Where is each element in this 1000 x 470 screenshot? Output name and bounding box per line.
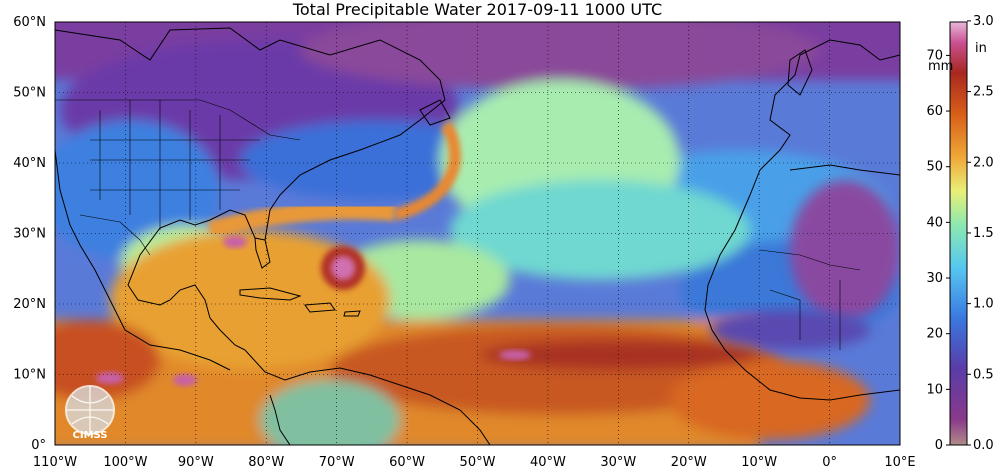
mm-tick-label: 0: [935, 438, 943, 453]
lat-lon-grid: [55, 22, 900, 445]
in-tick-label: 2.5: [973, 85, 994, 100]
mm-tick-label: 10: [926, 382, 943, 397]
lat-tick-label: 30°N: [13, 227, 46, 242]
mm-tick-label: 20: [926, 327, 943, 342]
longitude-labels: 110°W 100°W 90°W 80°W 70°W 60°W 50°W 40°W 30°W 20…: [33, 455, 916, 470]
logo-globe-lines: [66, 386, 114, 434]
lon-tick-label: 10°W: [741, 455, 777, 470]
very-moist-spot: [173, 374, 197, 386]
south-america-coast: [244, 349, 491, 445]
lon-tick-label: 40°W: [530, 455, 566, 470]
far-eastern-moist: [670, 360, 870, 440]
state-borders: [90, 100, 260, 230]
map-frame: [54, 21, 901, 446]
lon-tick-label: 30°W: [600, 455, 636, 470]
colorbar-mm-ticks: 0 10 20 30 40 50 60 70: [926, 48, 950, 453]
lon-tick-label: 10°E: [884, 455, 915, 470]
lon-tick-label: 0°: [822, 455, 837, 470]
lon-tick-label: 90°W: [178, 455, 214, 470]
south-america-west-coast: [269, 394, 291, 445]
lat-tick-label: 40°N: [13, 156, 46, 171]
logo-text: CIMSS: [73, 430, 108, 441]
subtropical-cyan: [450, 180, 750, 280]
lat-tick-label: 0°: [31, 438, 46, 453]
very-moist-spot: [223, 236, 247, 248]
south-america-mixed: [260, 380, 400, 445]
lon-tick-label: 110°W: [33, 455, 77, 470]
itcz-dark-band: [480, 340, 760, 370]
pacific-moist-area: [55, 320, 160, 400]
mm-tick-label: 60: [926, 104, 943, 119]
in-tick-label: 3.0: [973, 14, 994, 29]
colorbar-unit-in: in: [975, 41, 987, 56]
puerto-rico: [343, 310, 361, 317]
europe-coast: [759, 39, 900, 171]
lon-tick-label: 100°W: [103, 455, 147, 470]
lon-tick-label: 70°W: [319, 455, 355, 470]
in-tick-label: 0.5: [973, 367, 994, 382]
colorbar: 0 10 20 30 40 50 60 70 0.0 0.5 1.0 1.5 2.0 2.5 3.0 mm…: [926, 14, 993, 453]
lat-tick-label: 60°N: [13, 15, 46, 30]
mm-tick-label: 40: [926, 215, 943, 230]
lon-tick-label: 50°W: [460, 455, 496, 470]
in-tick-label: 1.5: [973, 226, 994, 241]
latitude-labels: 0° 10°N 20°N 30°N 40°N 50°N 60°N: [13, 15, 46, 453]
very-moist-spot: [96, 372, 124, 384]
north-america-west-coast: [55, 149, 231, 371]
lon-tick-label: 80°W: [248, 455, 284, 470]
sahara-dry-tongue: [790, 180, 900, 320]
political-borders: [55, 99, 861, 350]
cuba: [239, 287, 302, 301]
north-atlantic-dry-area: [300, 22, 820, 90]
hurricane-core-inner: [331, 256, 355, 280]
colorbar-unit-mm: mm: [928, 59, 953, 74]
west-africa-dry: [710, 310, 870, 350]
mm-tick-label: 50: [926, 160, 943, 175]
moist-plume: [393, 120, 462, 221]
mm-tick-label: 30: [926, 271, 943, 286]
southeast-us-moist-arc: [207, 201, 396, 239]
caribbean-moist-area: [110, 230, 390, 370]
us-mexico-border: [79, 214, 151, 256]
british-isles: [787, 49, 813, 96]
map-title: Total Precipitable Water 2017-09-11 1000…: [292, 0, 663, 19]
mediterranean-coast: [789, 164, 900, 176]
lon-tick-label: 60°W: [389, 455, 425, 470]
africa-coast: [704, 169, 900, 401]
in-tick-label: 2.0: [973, 155, 994, 170]
very-moist-spot: [499, 350, 531, 360]
coastlines: [55, 27, 900, 445]
us-canada-border: [55, 99, 301, 141]
lon-tick-label: 20°W: [671, 455, 707, 470]
cimss-logo: CIMSS: [65, 385, 115, 441]
mm-tick-label: 70: [926, 48, 943, 63]
newfoundland: [419, 99, 451, 126]
lat-tick-label: 20°N: [13, 297, 46, 312]
colorbar-in-ticks: 0.0 0.5 1.0 1.5 2.0 2.5 3.0: [967, 14, 994, 453]
in-tick-label: 0.0: [973, 438, 994, 453]
in-tick-label: 1.0: [973, 297, 994, 312]
lat-tick-label: 10°N: [13, 368, 46, 383]
lat-tick-label: 50°N: [13, 86, 46, 101]
africa-borders: [759, 249, 861, 350]
colorbar-gradient: [949, 21, 968, 446]
hispaniola: [304, 302, 336, 313]
florida-peninsula: [254, 237, 271, 269]
